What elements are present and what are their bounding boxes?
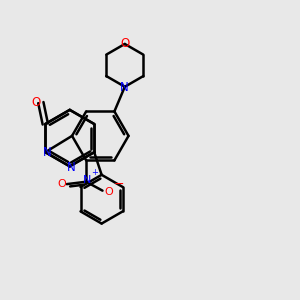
Text: O: O [32,96,41,109]
Text: O: O [104,187,113,197]
Text: O: O [121,37,130,50]
Text: +: + [92,168,98,177]
Text: −: − [114,178,124,191]
Text: N: N [67,161,76,174]
Text: N: N [42,146,51,159]
Text: N: N [120,81,129,94]
Text: N: N [82,175,91,185]
Text: O: O [57,179,66,189]
